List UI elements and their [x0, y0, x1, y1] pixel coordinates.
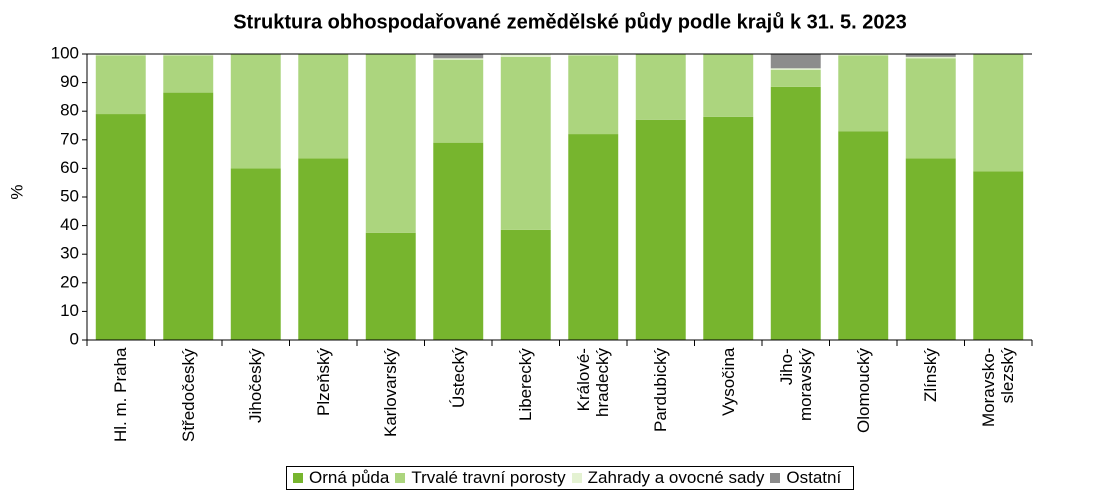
bar-segment [95, 54, 146, 56]
x-tick-label: Olomoucký [853, 347, 873, 433]
y-tick-label: 90 [60, 72, 79, 91]
legend-swatch [395, 473, 406, 483]
legend-label: Zahrady a ovocné sady [587, 468, 765, 487]
x-tick-label: Liberecký [516, 348, 536, 421]
bar-segment [703, 54, 754, 117]
y-tick-label: 50 [60, 186, 79, 205]
bar-segment [433, 54, 484, 59]
bar-segment [433, 142, 484, 340]
bar-segment [95, 55, 146, 115]
y-tick-label: 0 [70, 329, 79, 348]
y-tick-label: 60 [60, 158, 79, 177]
bar-segment [298, 54, 349, 159]
legend-swatch [571, 473, 582, 483]
bar-segment [838, 131, 889, 340]
y-tick-label: 100 [51, 43, 79, 62]
bar-segment [973, 171, 1024, 340]
bar-segment [838, 55, 889, 132]
bar-segment [163, 92, 214, 340]
x-tick-label: Vysočina [718, 347, 738, 416]
bar-segment [500, 56, 551, 230]
x-tick-label: Karlovarský [381, 348, 401, 437]
x-tick-label: Hl. m. Praha [111, 347, 131, 442]
y-tick-label: 40 [60, 215, 79, 234]
y-tick-label: 30 [60, 244, 79, 263]
bar-segment [163, 55, 214, 93]
bar-segment [365, 54, 416, 233]
bar-segment [568, 134, 619, 340]
bar-segment [298, 158, 349, 340]
y-tick-label: 10 [60, 301, 79, 320]
bar-segment [905, 54, 956, 57]
y-tick-label: 80 [60, 101, 79, 120]
bar-segment [365, 232, 416, 340]
legend-swatch [293, 473, 303, 483]
x-tick-label: Zlínský [921, 348, 941, 402]
x-tick-label: Jiho- moravský [776, 348, 815, 421]
bar-segment [230, 168, 281, 340]
legend-item: Orná půda [293, 468, 389, 488]
legend-label: Orná půda [309, 468, 390, 487]
bar-segment [433, 59, 484, 143]
x-tick-label: Králové- hradecký [574, 348, 613, 417]
bar-segment [905, 158, 956, 340]
bar-segment [770, 69, 821, 87]
bar-segment [500, 54, 551, 57]
bar-segment [163, 54, 214, 56]
legend-label: Trvalé travní porosty [411, 468, 566, 487]
y-tick-label: 70 [60, 129, 79, 148]
bar-segment [703, 116, 754, 340]
bar-segment [770, 68, 821, 70]
bar-segment [770, 86, 821, 340]
x-tick-label: Pardubický [651, 347, 671, 432]
legend-label: Ostatní [786, 468, 842, 487]
x-tick-label: Jihočeský [246, 348, 266, 423]
bar-segment [838, 54, 889, 56]
x-tick-label: Středočeský [178, 348, 198, 442]
bar-segment [568, 55, 619, 135]
y-tick-label: 20 [60, 272, 79, 291]
chart-title: Struktura obhospodařované zemědělské půd… [233, 11, 907, 33]
bar-segment [635, 119, 686, 340]
bar-segment [905, 58, 956, 159]
bar-segment [568, 54, 619, 56]
legend: Orná půda Trvalé travní porosty Zahrady a … [286, 466, 855, 490]
bar-segment [230, 54, 281, 169]
bar-segment [500, 229, 551, 340]
x-tick-label: Moravsko- slezský [979, 347, 1018, 427]
bar-segment [635, 54, 686, 120]
bar-segment [973, 54, 1024, 172]
legend-item: Zahrady a ovocné sady [571, 468, 765, 488]
x-tick-label: Ústecký [448, 347, 468, 408]
bar-segment [433, 58, 484, 60]
y-axis-label: % [7, 184, 26, 199]
bar-segment [770, 54, 821, 69]
legend-item: Trvalé travní porosty [395, 468, 566, 488]
legend-swatch [770, 473, 781, 483]
bar-segment [905, 56, 956, 59]
x-tick-label: Plzeňský [313, 347, 333, 416]
legend-item: Ostatní [770, 468, 841, 488]
bar-segment [95, 114, 146, 340]
